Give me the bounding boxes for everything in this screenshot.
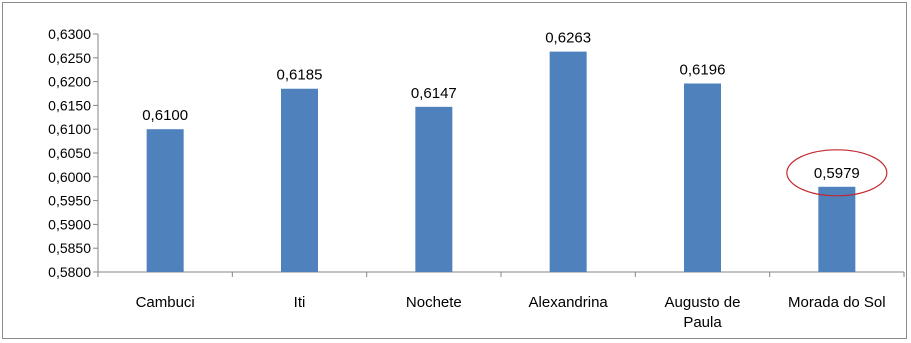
category-label: Augusto de <box>665 294 741 311</box>
data-label: 0,6263 <box>545 30 591 47</box>
category-label: Cambuci <box>136 294 195 311</box>
bars <box>146 51 856 273</box>
category-label: Alexandrina <box>529 294 609 311</box>
bar <box>415 106 453 272</box>
highlight-circle <box>786 149 888 197</box>
chart-frame: 0,5800 0,5850 0,5900 0,5950 0,6000 0,6050 0,61… <box>2 2 907 339</box>
y-tick-label: 0,6300 <box>48 26 91 42</box>
category-label: Morada do Sol <box>788 294 886 311</box>
category-label: Iti <box>294 294 306 311</box>
data-label: 0,6185 <box>277 67 323 84</box>
y-tick-label: 0,5950 <box>48 193 91 209</box>
y-tick-label: 0,6150 <box>48 97 91 113</box>
axes: 0,5800 0,5850 0,5900 0,5950 0,6000 0,6050 0,61… <box>48 26 905 280</box>
bar <box>146 129 184 272</box>
data-label: 0,6196 <box>680 62 726 79</box>
bar <box>818 186 856 272</box>
y-tick-label: 0,5900 <box>48 216 91 232</box>
bar <box>549 51 587 272</box>
y-tick-label: 0,6200 <box>48 74 91 90</box>
category-labels: Cambuci Iti Nochete Alexandrina Augusto de Pa… <box>136 294 886 331</box>
bar <box>684 83 721 272</box>
y-tick-label: 0,6000 <box>48 169 91 185</box>
category-label: Nochete <box>406 294 462 311</box>
data-label: 0,5979 <box>814 165 860 182</box>
bar-chart: 0,5800 0,5850 0,5900 0,5950 0,6000 0,6050 0,61… <box>48 26 905 331</box>
data-labels: 0,6100 0,6185 0,6147 0,6263 0,6196 0,5979 <box>142 30 888 197</box>
y-tick-label: 0,5800 <box>48 264 91 280</box>
bar <box>281 88 318 273</box>
data-label: 0,6100 <box>142 107 188 124</box>
category-label: Paula <box>683 314 722 331</box>
y-tick-label: 0,6250 <box>48 50 91 66</box>
y-tick-label: 0,5850 <box>48 240 91 256</box>
y-tick-label: 0,6050 <box>48 145 91 161</box>
data-label: 0,6147 <box>411 85 457 102</box>
y-tick-label: 0,6100 <box>48 121 91 137</box>
